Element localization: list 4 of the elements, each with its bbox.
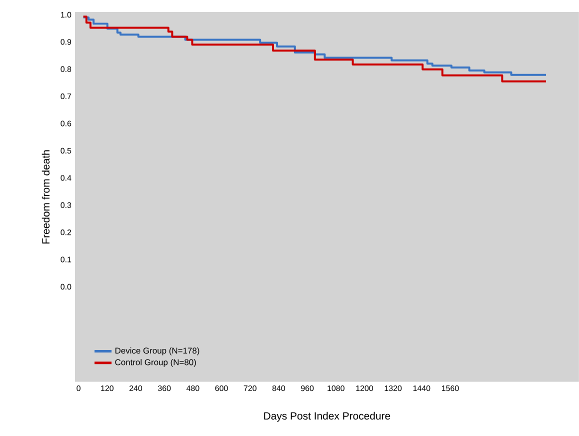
y-axis-title: Freedom from death: [42, 150, 50, 244]
legend-label: Control Group (N=80): [115, 359, 196, 367]
legend-label: Device Group (N=178): [115, 347, 200, 356]
x-axis-title: Days Post Index Procedure: [264, 412, 390, 422]
